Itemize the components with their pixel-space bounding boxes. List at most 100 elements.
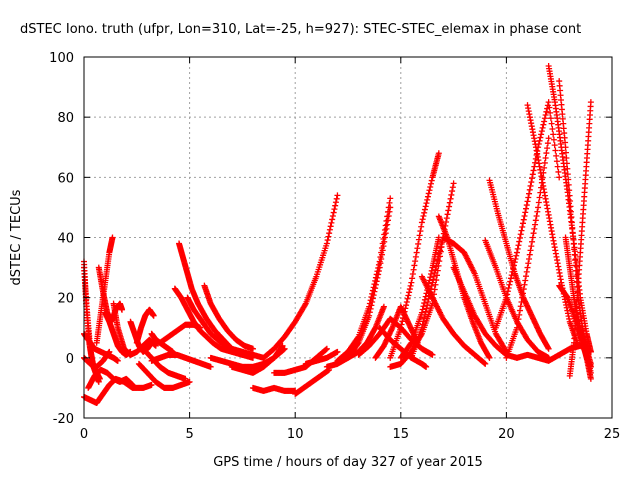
data-point bbox=[446, 199, 453, 206]
data-point bbox=[438, 240, 445, 247]
series-28 bbox=[302, 348, 341, 367]
data-point bbox=[380, 303, 387, 310]
data-point bbox=[397, 324, 404, 331]
data-point bbox=[565, 176, 572, 183]
data-point bbox=[409, 275, 416, 282]
data-point bbox=[523, 273, 530, 280]
data-point bbox=[433, 263, 440, 270]
data-point bbox=[325, 233, 332, 240]
data-point bbox=[148, 381, 155, 388]
data-point bbox=[568, 219, 575, 226]
data-point bbox=[430, 276, 437, 283]
data-point bbox=[96, 375, 103, 382]
data-point bbox=[129, 381, 136, 388]
x-tick-label: 25 bbox=[604, 427, 621, 442]
series-15 bbox=[148, 351, 214, 370]
y-tick-label: 0 bbox=[66, 352, 74, 367]
data-point bbox=[516, 238, 523, 245]
data-point bbox=[401, 308, 408, 315]
data-point bbox=[529, 175, 536, 182]
data-point bbox=[379, 240, 386, 247]
data-point bbox=[523, 268, 530, 275]
data-point bbox=[186, 378, 193, 385]
data-point bbox=[541, 118, 548, 125]
data-point bbox=[539, 124, 546, 131]
data-point bbox=[421, 315, 428, 322]
axis-ticks: 0 5 10 15 20 25 -20 0 20 40 60 80 100 bbox=[49, 51, 620, 442]
series-54 bbox=[570, 294, 594, 382]
data-point bbox=[423, 200, 430, 207]
data-point bbox=[450, 180, 457, 187]
data-point bbox=[424, 302, 431, 309]
data-point bbox=[428, 267, 435, 274]
data-point bbox=[519, 294, 526, 301]
data-point bbox=[418, 324, 425, 331]
data-point bbox=[504, 288, 511, 295]
data-point bbox=[564, 165, 571, 172]
data-point bbox=[507, 275, 514, 282]
data-point bbox=[384, 208, 391, 215]
data-point bbox=[399, 318, 406, 325]
data-point bbox=[529, 171, 536, 178]
data-point bbox=[412, 258, 419, 265]
data-point bbox=[428, 282, 435, 289]
data-point bbox=[418, 309, 425, 316]
data-point bbox=[119, 306, 126, 313]
data-point bbox=[407, 282, 414, 289]
data-point bbox=[532, 217, 539, 224]
data-point bbox=[435, 253, 442, 260]
data-point bbox=[434, 257, 441, 264]
data-point bbox=[332, 199, 339, 206]
data-point bbox=[428, 177, 435, 184]
data-point bbox=[437, 247, 444, 254]
data-point bbox=[443, 215, 450, 222]
data-point bbox=[330, 209, 337, 216]
data-point bbox=[416, 232, 423, 239]
data-point bbox=[279, 342, 286, 349]
data-point bbox=[482, 360, 489, 367]
data-point bbox=[555, 168, 562, 175]
data-point bbox=[424, 298, 431, 305]
data-point bbox=[563, 154, 570, 161]
data-point bbox=[520, 216, 527, 223]
x-tick-label: 0 bbox=[80, 427, 88, 442]
data-point bbox=[545, 135, 552, 142]
data-point bbox=[514, 245, 521, 252]
data-point bbox=[529, 238, 536, 245]
data-point bbox=[372, 277, 379, 284]
series-21 bbox=[201, 282, 256, 352]
data-point bbox=[519, 290, 526, 297]
data-point bbox=[516, 311, 523, 318]
data-point bbox=[572, 257, 579, 264]
data-point bbox=[369, 290, 376, 297]
data-point bbox=[415, 236, 422, 243]
data-point bbox=[323, 240, 330, 247]
data-point bbox=[531, 163, 538, 170]
data-point bbox=[541, 115, 548, 122]
series-6 bbox=[85, 366, 136, 391]
data-point bbox=[505, 284, 512, 291]
data-point bbox=[400, 315, 407, 322]
data-point bbox=[400, 311, 407, 318]
data-point bbox=[420, 318, 427, 325]
data-point bbox=[528, 179, 535, 186]
data-point bbox=[372, 274, 379, 281]
data-point bbox=[419, 321, 426, 328]
data-point bbox=[541, 164, 548, 171]
data-point bbox=[526, 251, 533, 258]
data-point bbox=[535, 204, 542, 211]
data-point bbox=[446, 203, 453, 210]
data-point bbox=[563, 160, 570, 167]
x-tick-label: 20 bbox=[498, 427, 515, 442]
data-point bbox=[420, 303, 427, 310]
data-point bbox=[419, 216, 426, 223]
data-point bbox=[515, 316, 522, 323]
data-point bbox=[106, 348, 113, 355]
data-point bbox=[556, 174, 563, 181]
data-point bbox=[447, 195, 454, 202]
x-axis-label: GPS time / hours of day 327 of year 2015 bbox=[213, 455, 483, 470]
data-point bbox=[406, 286, 413, 293]
x-tick-label: 5 bbox=[185, 427, 193, 442]
data-point bbox=[567, 203, 574, 210]
